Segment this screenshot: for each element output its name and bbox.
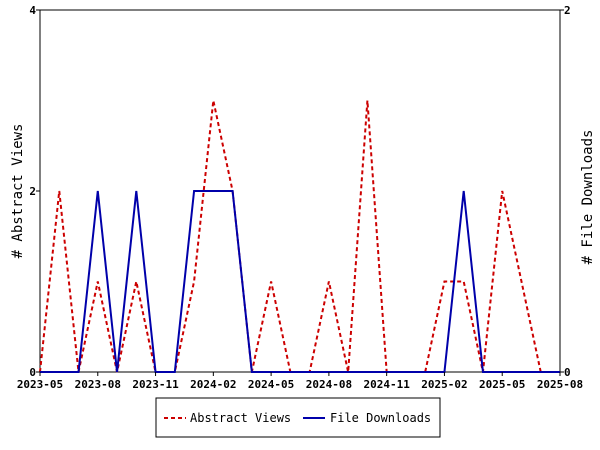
x-tick-label: 2025-08 <box>537 378 583 391</box>
x-tick-label: 2024-05 <box>248 378 294 391</box>
left-tick-label: 2 <box>29 185 36 198</box>
x-tick-label: 2023-08 <box>75 378 121 391</box>
series-layer <box>39 100 560 373</box>
legend: Abstract Views File Downloads <box>155 397 441 438</box>
left-tick-label: 0 <box>29 366 36 379</box>
legend-label-abstract-views: Abstract Views <box>190 411 291 425</box>
left-tick-label: 4 <box>29 4 36 17</box>
right-axis-ticks: 02 <box>560 4 571 379</box>
x-tick-label: 2025-05 <box>479 378 525 391</box>
x-tick-label: 2024-08 <box>306 378 352 391</box>
x-tick-label: 2023-11 <box>132 378 179 391</box>
right-tick-label: 0 <box>564 366 571 379</box>
left-axis-label: # Abstract Views <box>10 124 26 259</box>
legend-box <box>155 397 441 438</box>
x-tick-label: 2024-11 <box>363 378 410 391</box>
series-line-abstract-views <box>39 100 560 373</box>
right-tick-label: 2 <box>564 4 571 17</box>
legend-label-file-downloads: File Downloads <box>330 411 431 425</box>
x-axis-ticks: 2023-05 2023-08 2023-11 2024-02 2024-05 2024-… <box>17 372 583 391</box>
right-axis-label: # File Downloads <box>580 130 596 265</box>
x-tick-label: 2023-05 <box>17 378 63 391</box>
series-line-file-downloads <box>40 190 560 373</box>
left-axis-ticks: 0 2 4 <box>29 4 40 379</box>
plot-area <box>39 9 561 373</box>
x-tick-label: 2025-02 <box>421 378 467 391</box>
x-tick-label: 2024-02 <box>190 378 236 391</box>
